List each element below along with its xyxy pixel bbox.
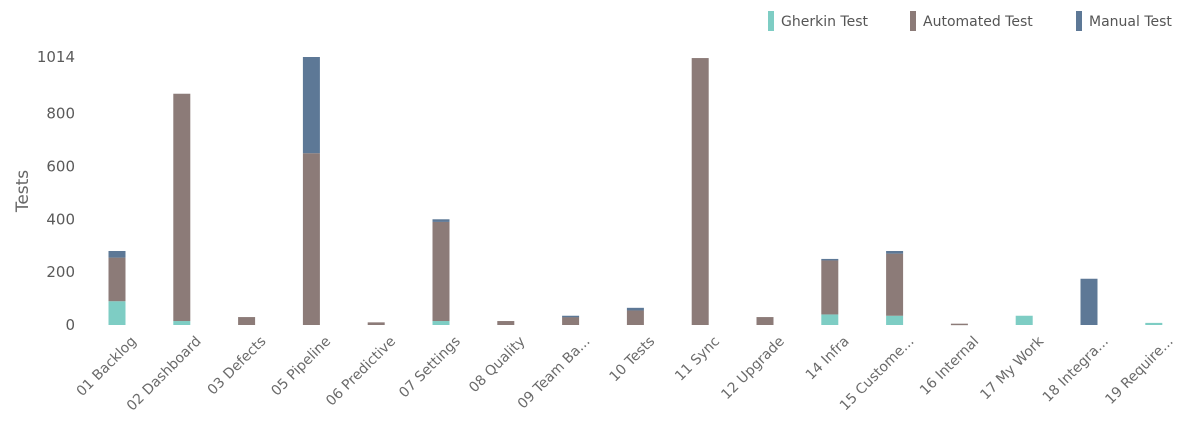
bar-automated-test-02-dashboard[interactable]	[173, 93, 191, 322]
bar-gherkin-test-19-require[interactable]	[1145, 322, 1163, 325]
bar-gherkin-test-01-backlog[interactable]	[108, 301, 126, 325]
bar-group-09-team-ba[interactable]	[562, 315, 580, 325]
bar-group-03-defects[interactable]	[238, 317, 256, 325]
bar-automated-test-06-predictive[interactable]	[367, 322, 385, 325]
bar-automated-test-01-backlog[interactable]	[108, 257, 126, 302]
x-tick-label: 03 Defects	[205, 334, 270, 399]
bar-manual-test-14-infra[interactable]	[821, 258, 839, 261]
legend-swatch	[1076, 11, 1082, 31]
bar-group-16-internal[interactable]	[950, 323, 968, 326]
bar-manual-test-09-team-ba[interactable]	[562, 315, 580, 318]
bar-gherkin-test-02-dashboard[interactable]	[173, 321, 191, 325]
x-tick-label: 14 Infra	[803, 334, 853, 384]
bar-manual-test-01-backlog[interactable]	[108, 250, 126, 258]
y-axis-title: Tests	[13, 170, 33, 213]
bar-manual-test-07-settings[interactable]	[432, 219, 450, 222]
bar-group-12-upgrade[interactable]	[756, 317, 774, 325]
legend-label: Manual Test	[1089, 14, 1172, 30]
bar-group-01-backlog[interactable]	[108, 250, 126, 325]
bar-gherkin-test-17-my-work[interactable]	[1015, 315, 1033, 325]
bar-automated-test-07-settings[interactable]	[432, 221, 450, 322]
x-tick-label: 05 Pipeline	[268, 334, 334, 400]
x-tick-label: 18 Integra...	[1040, 334, 1112, 406]
x-tick-label: 07 Settings	[396, 334, 464, 402]
y-tick-label: 0	[65, 316, 75, 334]
bar-automated-test-03-defects[interactable]	[238, 317, 256, 325]
bar-automated-test-15-custome[interactable]	[886, 253, 904, 316]
legend-swatch	[768, 11, 774, 31]
x-tick-label: 19 Require...	[1102, 334, 1176, 408]
bar-manual-test-05-pipeline[interactable]	[302, 57, 320, 154]
bar-automated-test-05-pipeline[interactable]	[302, 153, 320, 325]
x-tick-label: 08 Quality	[466, 334, 528, 396]
legend-item-manual-test[interactable]: Manual Test	[1076, 11, 1172, 31]
bar-manual-test-15-custome[interactable]	[886, 250, 904, 254]
bar-gherkin-test-07-settings[interactable]	[432, 321, 450, 325]
bar-group-07-settings[interactable]	[432, 219, 450, 325]
x-tick-label: 17 My Work	[977, 333, 1047, 403]
y-tick-label: 1014	[37, 48, 75, 66]
y-tick-label: 200	[46, 263, 75, 281]
bar-gherkin-test-14-infra[interactable]	[821, 314, 839, 325]
bar-group-19-require[interactable]	[1145, 322, 1163, 325]
bar-group-17-my-work[interactable]	[1015, 315, 1033, 325]
bars	[108, 57, 1163, 326]
x-tick-label: 11 Sync	[672, 334, 723, 385]
bar-group-05-pipeline[interactable]	[302, 57, 320, 325]
bar-automated-test-10-tests[interactable]	[626, 310, 644, 325]
legend-label: Automated Test	[923, 14, 1033, 30]
x-tick-label: 16 Internal	[917, 334, 982, 399]
x-tick-label: 01 Backlog	[74, 334, 140, 400]
bar-group-02-dashboard[interactable]	[173, 93, 191, 325]
bar-automated-test-11-sync[interactable]	[691, 58, 709, 326]
bar-group-18-integra[interactable]	[1080, 278, 1098, 325]
legend-item-gherkin-test[interactable]: Gherkin Test	[768, 11, 868, 31]
x-tick-label: 10 Tests	[607, 334, 659, 386]
bar-automated-test-09-team-ba[interactable]	[562, 317, 580, 325]
x-tick-label: 06 Predictive	[323, 334, 399, 410]
bar-group-14-infra[interactable]	[821, 258, 839, 325]
legend-swatch	[910, 11, 916, 31]
y-tick-label: 800	[46, 105, 75, 123]
bar-group-15-custome[interactable]	[886, 250, 904, 325]
y-tick-label: 600	[46, 157, 75, 175]
bar-group-06-predictive[interactable]	[367, 322, 385, 325]
x-tick-label: 12 Upgrade	[718, 334, 787, 403]
bar-automated-test-14-infra[interactable]	[821, 260, 839, 315]
legend-label: Gherkin Test	[781, 14, 868, 30]
bar-group-11-sync[interactable]	[691, 58, 709, 326]
legend-item-automated-test[interactable]: Automated Test	[910, 11, 1033, 31]
bar-automated-test-08-quality[interactable]	[497, 321, 515, 325]
bar-manual-test-18-integra[interactable]	[1080, 278, 1098, 325]
y-axis: 0 200 400 600 800 1014 Tests	[13, 48, 75, 334]
bar-manual-test-10-tests[interactable]	[626, 307, 644, 311]
bar-group-08-quality[interactable]	[497, 321, 515, 325]
bar-automated-test-12-upgrade[interactable]	[756, 317, 774, 325]
y-tick-label: 400	[46, 210, 75, 228]
legend: Gherkin Test Automated Test Manual Test	[768, 11, 1172, 31]
bar-group-10-tests[interactable]	[626, 307, 644, 325]
bar-automated-test-16-internal[interactable]	[950, 323, 968, 326]
bar-gherkin-test-15-custome[interactable]	[886, 315, 904, 325]
